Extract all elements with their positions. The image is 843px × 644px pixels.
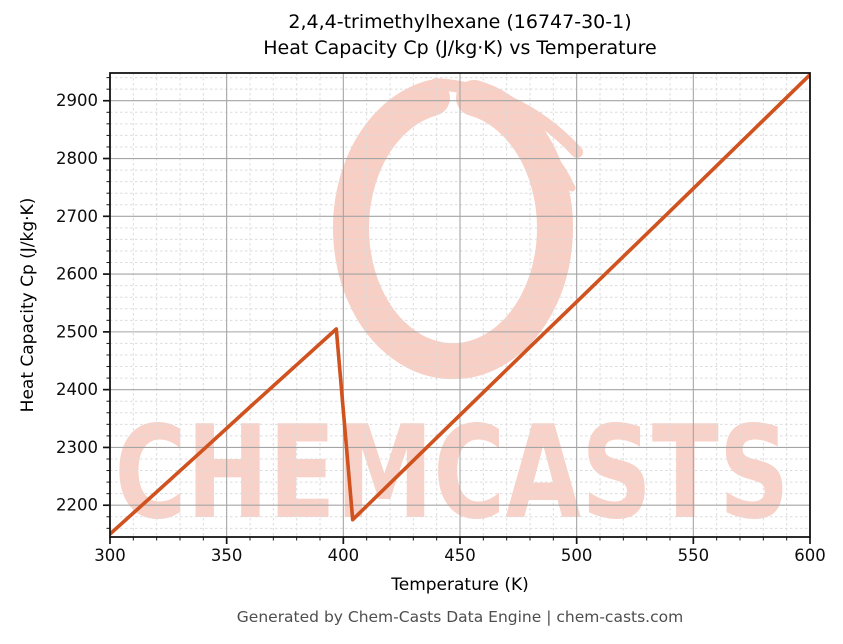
- footer-caption: Generated by Chem-Casts Data Engine | ch…: [236, 608, 684, 626]
- x-tick-label-6: 600: [794, 546, 826, 565]
- watermark-logo-hook-icon: [531, 165, 568, 312]
- chart-title-line1: 2,4,4-trimethylhexane (16747-30-1): [288, 11, 632, 33]
- x-tick-label-2: 400: [328, 546, 360, 565]
- chart-title-line2: Heat Capacity Cp (J/kg·K) vs Temperature: [263, 37, 657, 59]
- watermark-group: CHEMCASTS: [115, 78, 790, 537]
- y-tick-label-6: 2800: [56, 149, 98, 168]
- x-tick-label-5: 550: [678, 546, 710, 565]
- y-tick-label-7: 2900: [56, 91, 98, 110]
- x-tick-label-1: 350: [211, 546, 243, 565]
- y-tick-label-4: 2600: [56, 265, 98, 284]
- axis-ticks: [103, 77, 811, 544]
- y-axis-title: Heat Capacity Cp (J/kg·K): [18, 197, 38, 413]
- watermark-logo-icon: [333, 80, 573, 380]
- y-tick-label-3: 2500: [56, 322, 98, 341]
- watermark-logo-swoosh2-icon: [470, 104, 576, 192]
- x-tick-label-3: 450: [444, 546, 476, 565]
- y-tick-label-2: 2400: [56, 380, 98, 399]
- y-tick-label-5: 2700: [56, 207, 98, 226]
- x-tick-label-0: 300: [94, 546, 126, 565]
- y-tick-label-0: 2200: [56, 496, 98, 515]
- y-tick-label-1: 2300: [56, 438, 98, 457]
- data-line: [110, 73, 810, 536]
- watermark-logo-swoosh-icon: [430, 78, 583, 158]
- x-tick-label-4: 500: [561, 546, 593, 565]
- x-axis-title: Temperature (K): [391, 575, 529, 595]
